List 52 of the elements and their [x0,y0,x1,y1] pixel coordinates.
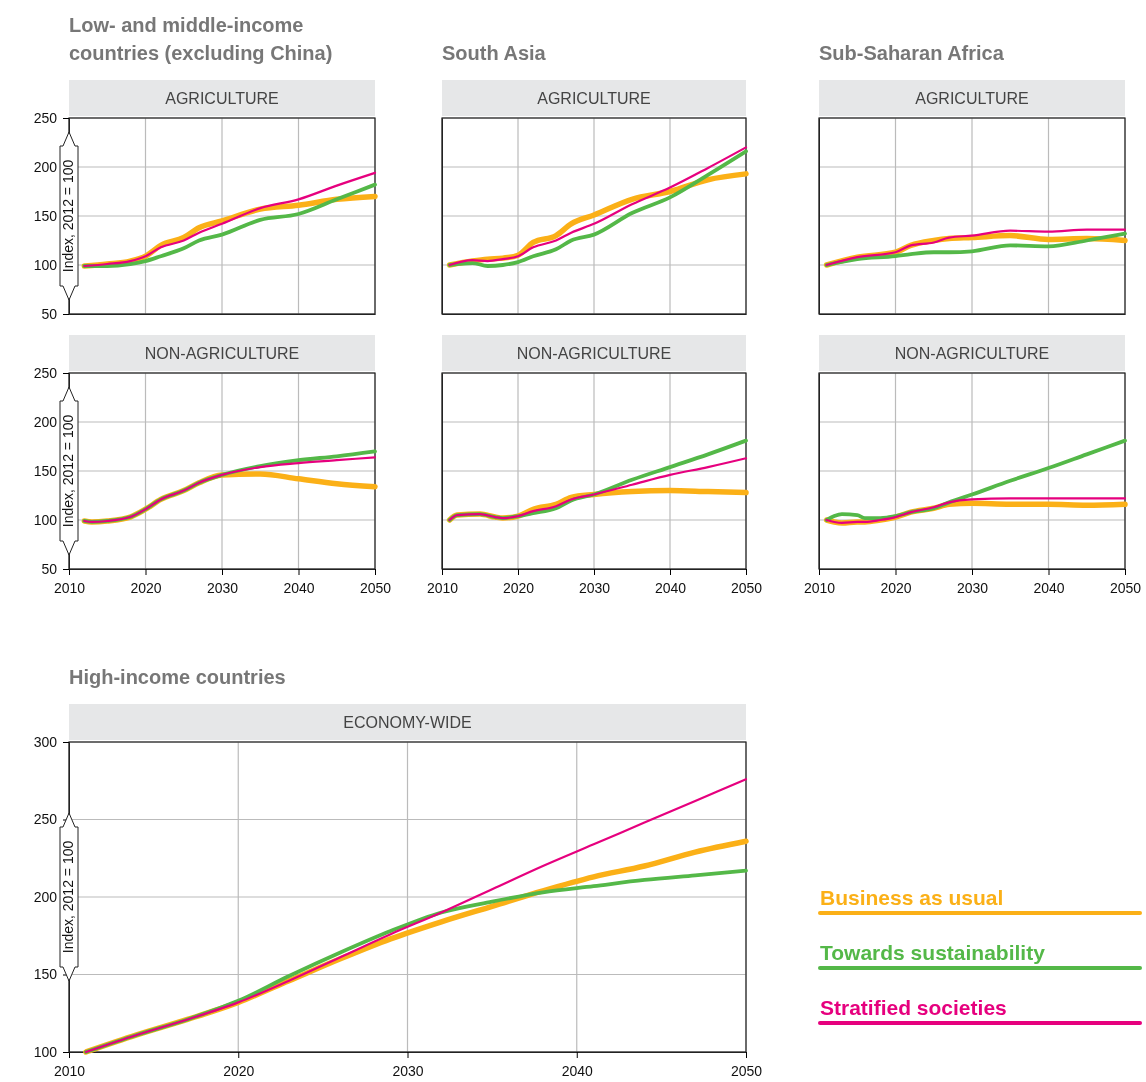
y-axis-title: Index, 2012 = 100 [60,414,76,528]
chart-subtitle: NON-AGRICULTURE [894,345,1050,362]
x-tick-label: 2030 [578,580,611,597]
y-tick-label: 300 [33,733,58,750]
x-tick-label: 2050 [1109,580,1142,597]
x-tick-label: 2010 [53,1063,86,1080]
y-tick-label: 250 [33,364,58,381]
x-tick-label: 2040 [561,1063,594,1080]
x-tick-label: 2010 [803,580,836,597]
x-tick-label: 2010 [426,580,459,597]
chart-subtitle: AGRICULTURE [537,90,651,107]
text: Stratified societies [820,996,1007,1019]
text: Business as usual [820,886,1004,909]
y-axis-title: Index, 2012 = 100 [60,840,76,954]
x-tick-label: 2020 [880,580,912,597]
chart-subtitle: AGRICULTURE [915,90,1029,107]
y-tick-label: 200 [33,158,58,175]
x-tick-label: 2030 [392,1063,424,1080]
x-tick-label: 2030 [206,580,239,597]
chart-subtitle: NON-AGRICULTURE [144,345,300,362]
x-tick-label: 2010 [53,580,86,597]
y-tick-label: 50 [41,305,58,322]
y-tick-label: 100 [33,1043,58,1060]
y-tick-label: 150 [33,966,58,983]
x-tick-label: 2030 [956,580,989,597]
x-tick-label: 2040 [1033,580,1065,597]
chart-title: Low- and middle-income countries (excluding China) [69,14,333,64]
y-tick-label: 250 [33,109,58,126]
chart-subtitle: ECONOMY-WIDE [343,714,472,731]
x-tick-label: 2020 [502,580,535,597]
x-tick-label: 2050 [730,1063,763,1080]
y-tick-label: 200 [33,413,58,430]
x-tick-label: 2050 [730,580,763,597]
text: Towards sustainability [820,941,1046,964]
x-tick-label: 2020 [223,1063,255,1080]
y-tick-label: 250 [33,811,58,828]
x-tick-label: 2040 [654,580,687,597]
y-tick-label: 150 [33,207,58,224]
chart-title: High-income countries [69,666,286,688]
x-tick-label: 2050 [359,580,392,597]
y-tick-label: 50 [41,560,58,577]
x-tick-label: 2020 [130,580,162,597]
y-tick-label: 200 [33,888,58,905]
y-tick-label: 100 [33,256,58,273]
chart-title: Sub-Saharan Africa [819,42,1005,64]
y-tick-label: 150 [33,462,58,479]
y-tick-label: 100 [33,511,58,528]
chart-title: South Asia [442,42,547,64]
y-axis-title: Index, 2012 = 100 [60,159,76,273]
chart-subtitle: NON-AGRICULTURE [516,345,672,362]
x-tick-label: 2040 [283,580,315,597]
chart-subtitle: AGRICULTURE [165,90,279,107]
